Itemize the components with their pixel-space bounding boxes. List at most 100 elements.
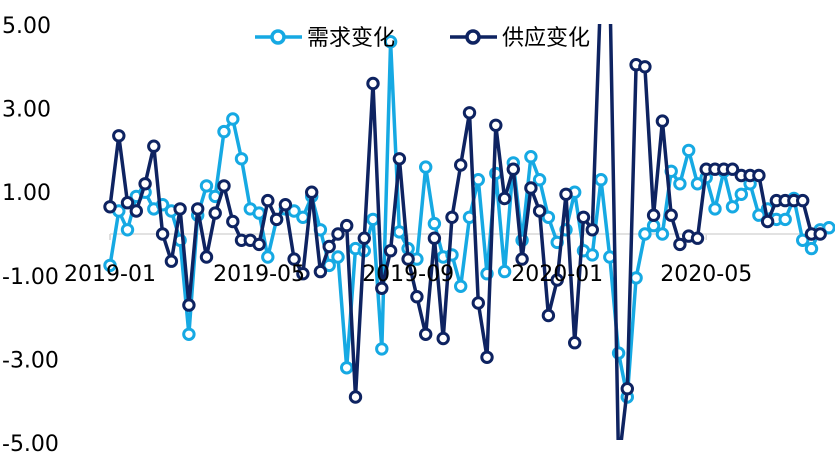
supply-point: [576, 210, 591, 225]
axis-layer: [109, 233, 829, 240]
demand-point: [646, 218, 661, 233]
demand-point: [682, 143, 696, 158]
demand-point: [296, 210, 310, 225]
demand-point: [708, 202, 722, 216]
demand-point: [752, 208, 766, 222]
supply-point: [103, 200, 117, 214]
supply-point: [497, 191, 512, 206]
supply-point: [217, 179, 231, 193]
supply-point: [760, 214, 775, 229]
demand-point: [366, 212, 380, 227]
y-tick-label: -5.00: [2, 432, 59, 454]
demand-point: [331, 250, 345, 264]
demand-point: [287, 204, 301, 218]
x-tick-label: 2020-01: [511, 262, 603, 287]
supply-point: [568, 336, 582, 350]
supply-point: [489, 118, 503, 133]
demand-point: [497, 264, 512, 279]
demand-point: [796, 233, 810, 248]
legend-marker-demand: [270, 29, 286, 45]
demand-point: [638, 227, 652, 241]
supply-point: [226, 214, 240, 229]
supply-point: [796, 193, 810, 208]
demand-point: [804, 241, 819, 256]
supply-point: [664, 208, 678, 222]
supply-point: [357, 231, 371, 245]
supply-point: [199, 250, 214, 264]
supply-point: [585, 223, 599, 237]
demand-point: [822, 221, 835, 235]
supply-point: [655, 114, 670, 128]
supply-point: [471, 296, 485, 310]
x-tick-label: 2020-05: [660, 262, 752, 287]
y-tick-label: -1.00: [2, 265, 59, 290]
supply-point: [673, 237, 687, 252]
demand-point: [383, 35, 398, 49]
demand-point: [673, 177, 687, 191]
y-tick-label: 3.00: [2, 98, 51, 123]
legend-label-supply: 供应变化: [502, 26, 590, 51]
supply-point: [462, 106, 477, 120]
supply-point: [208, 206, 222, 220]
demand-point: [226, 112, 240, 126]
supply-point: [383, 244, 398, 258]
supply-point: [410, 290, 424, 304]
supply-point: [331, 227, 345, 241]
demand-point: [471, 173, 485, 187]
demand-point: [392, 225, 407, 239]
demand-point: [532, 173, 547, 187]
supply-point: [725, 162, 740, 176]
demand-point: [375, 342, 389, 356]
demand-point: [725, 200, 740, 214]
supply-point: [112, 129, 126, 143]
supply-point: [191, 202, 205, 216]
demand-point: [594, 173, 608, 187]
demand-point: [734, 187, 748, 202]
supply-point: [120, 196, 135, 210]
supply-point: [752, 168, 766, 183]
y-tick-label: 1.00: [2, 181, 51, 206]
x-tick-label: 2019-05: [213, 262, 305, 287]
supply-point: [559, 187, 573, 202]
supply-point: [436, 331, 450, 346]
supply-point: [305, 185, 319, 199]
legend-marker-supply: [465, 29, 481, 45]
supply-point: [182, 298, 196, 312]
legend-label-demand: 需求变化: [307, 26, 395, 51]
supply-point: [173, 202, 187, 216]
demand-point: [199, 179, 214, 193]
supply-point: [480, 350, 494, 364]
demand-point: [629, 271, 643, 285]
supply-point: [348, 390, 363, 404]
demand-point: [234, 152, 249, 166]
supply-point: [445, 210, 459, 225]
demand-point: [120, 223, 135, 237]
series-supply: [103, 24, 827, 440]
supply-point: [296, 267, 310, 281]
supply-point: [164, 254, 179, 268]
supply-point: [261, 193, 275, 208]
supply-point: [524, 181, 538, 195]
supply-point: [541, 308, 556, 323]
supply-point: [147, 139, 161, 153]
supply-point: [155, 227, 170, 241]
x-tick-label: 2019-01: [64, 262, 156, 287]
supply-point: [419, 327, 433, 341]
demand-point: [419, 160, 433, 174]
x-tick-label: 2019-09: [362, 262, 454, 287]
y-tick-label: 5.00: [2, 14, 51, 39]
supply-line: [108, 24, 821, 440]
supply-point: [506, 162, 520, 176]
supply-point: [278, 198, 293, 212]
series-layer: [103, 24, 835, 440]
supply-point: [515, 252, 529, 266]
supply-point: [690, 231, 705, 245]
supply-point: [401, 252, 415, 266]
demand-point: [103, 258, 117, 273]
demand-point: [778, 212, 792, 227]
supply-point: [392, 152, 407, 166]
demand-point: [524, 150, 538, 164]
label-layer: 5.00 3.00 1.00 -1.00 -3.00 -5.00 2019-01 2019-0…: [2, 14, 752, 454]
supply-point: [532, 204, 547, 218]
